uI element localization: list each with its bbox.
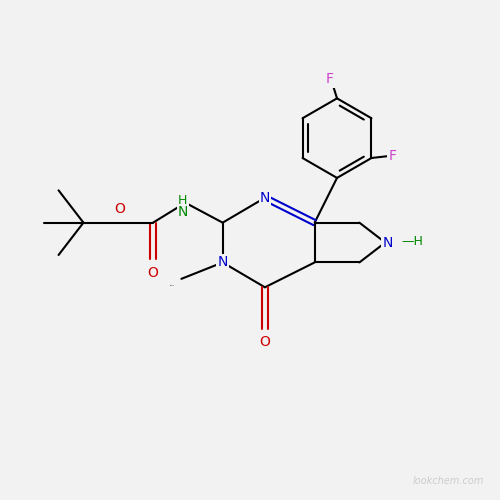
Text: O: O	[260, 336, 270, 349]
Text: N: N	[178, 204, 188, 218]
Text: O: O	[114, 202, 124, 215]
Text: methyl: methyl	[170, 285, 175, 286]
Text: N: N	[218, 256, 228, 270]
Text: F: F	[388, 148, 396, 162]
Text: N: N	[382, 236, 393, 250]
Text: F: F	[326, 72, 334, 86]
Text: lookchem.com: lookchem.com	[412, 476, 484, 486]
Text: —H: —H	[401, 235, 423, 248]
Text: N: N	[260, 191, 270, 205]
Text: O: O	[148, 266, 158, 280]
Text: H: H	[178, 194, 188, 207]
